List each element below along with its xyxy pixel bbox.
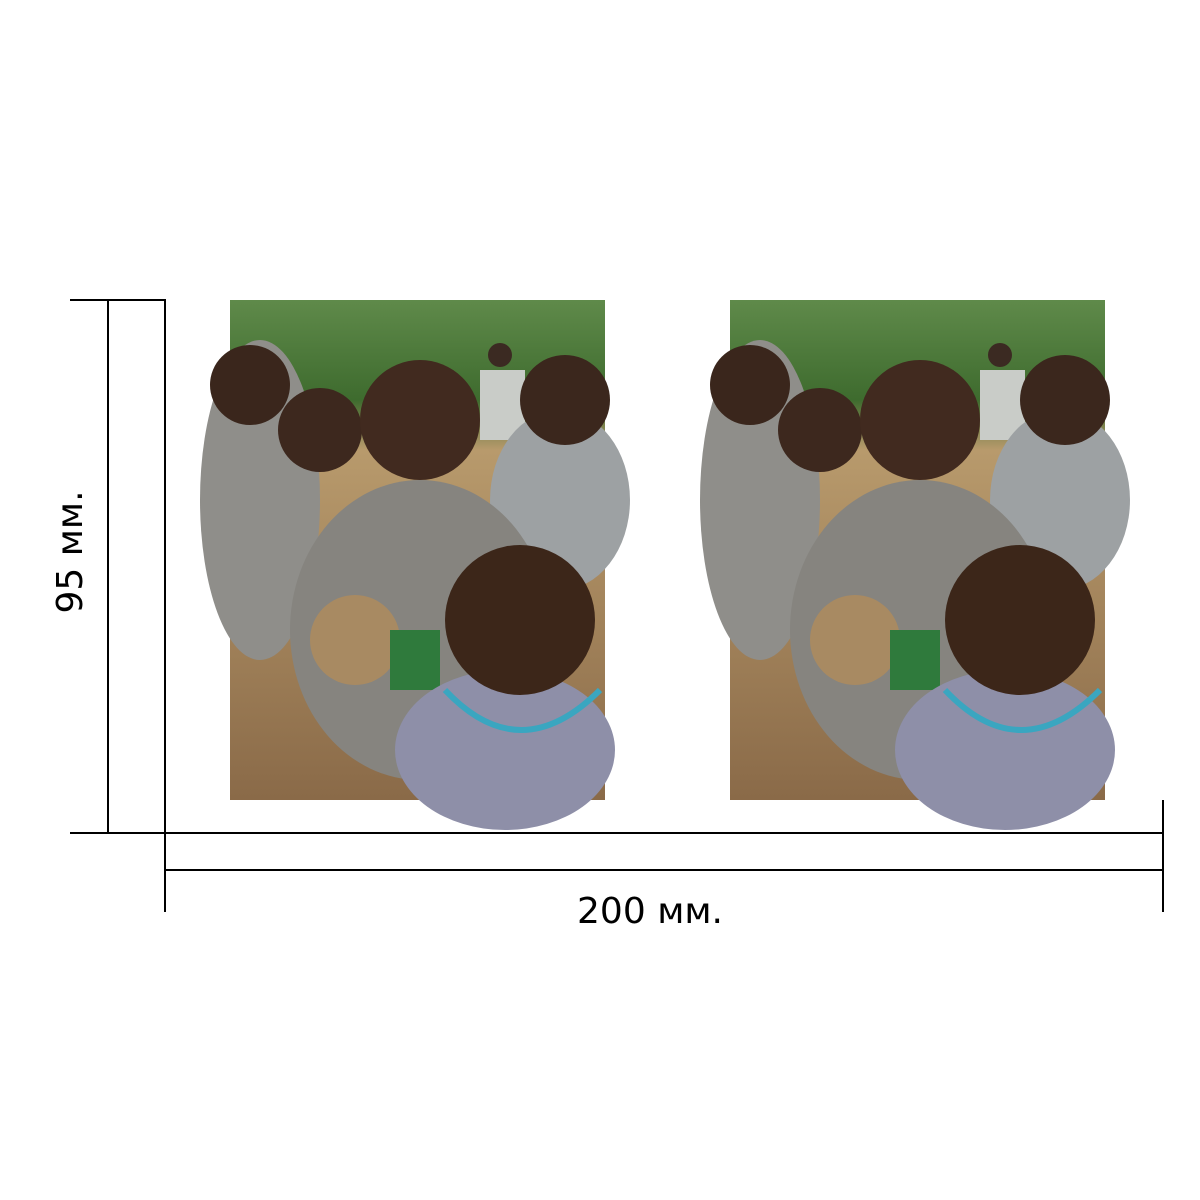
photo <box>700 300 1130 830</box>
width-label: 200 мм. <box>577 891 723 932</box>
width-dimension: 200 мм. <box>164 800 1164 932</box>
height-label: 95 мм. <box>50 490 91 613</box>
height-dimension: 95 мм. <box>50 299 166 834</box>
photo <box>200 300 630 830</box>
